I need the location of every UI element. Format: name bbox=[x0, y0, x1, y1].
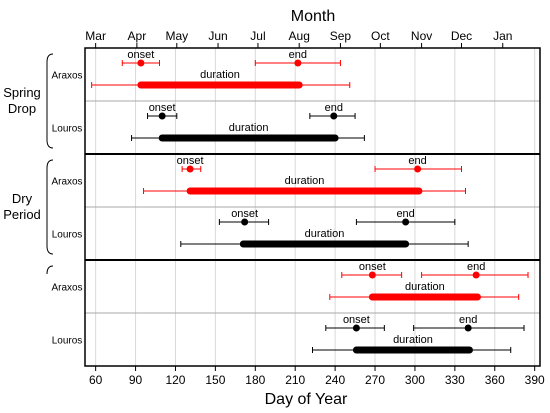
marks-layer: onset end duration onset end duration onset end… bbox=[91, 49, 529, 354]
site-label-autumn-revival-araxos: Araxos bbox=[51, 283, 82, 294]
onset-point-autumn-revival-louros bbox=[352, 324, 360, 332]
grid-layer bbox=[85, 48, 540, 366]
end-label-autumn-revival-araxos: end bbox=[467, 261, 485, 273]
onset-label-autumn-revival-araxos: onset bbox=[359, 261, 386, 273]
duration-label-spring-drop-louros: duration bbox=[229, 122, 269, 134]
end-point-autumn-revival-louros bbox=[464, 324, 472, 332]
ticks-layer: 60 90 120 150 180 210 240 270 300 330 360 390 Mar Apr… bbox=[85, 29, 545, 387]
duration-label-autumn-revival-louros: duration bbox=[393, 334, 433, 346]
end-label-dry-period-louros: end bbox=[396, 208, 414, 220]
site-label-spring-drop-louros: Louros bbox=[52, 124, 83, 135]
month-label-mar: Mar bbox=[85, 29, 106, 43]
site-label-spring-drop-araxos: Araxos bbox=[51, 71, 82, 82]
phase-label-autumn-revival-line-2: Revival bbox=[1, 0, 44, 3]
end-label-spring-drop-louros: end bbox=[325, 102, 343, 114]
onset-point-spring-drop-araxos bbox=[137, 59, 145, 67]
x-tick-label-240: 240 bbox=[325, 373, 345, 387]
onset-label-spring-drop-louros: onset bbox=[149, 102, 176, 114]
bottom-axis-title: Day of Year bbox=[265, 391, 348, 408]
x-tick-label-390: 390 bbox=[525, 373, 545, 387]
month-label-jun: Jun bbox=[208, 29, 227, 43]
x-tick-label-210: 210 bbox=[285, 373, 305, 387]
x-tick-label-120: 120 bbox=[165, 373, 185, 387]
site-label-autumn-revival-louros: Louros bbox=[52, 336, 83, 347]
x-tick-label-300: 300 bbox=[405, 373, 425, 387]
end-label-dry-period-araxos: end bbox=[408, 155, 426, 167]
onset-label-spring-drop-araxos: onset bbox=[127, 49, 154, 61]
month-label-oct: Oct bbox=[371, 29, 390, 43]
end-point-spring-drop-araxos bbox=[294, 59, 302, 67]
end-point-autumn-revival-araxos bbox=[472, 271, 480, 279]
onset-point-dry-period-araxos bbox=[186, 165, 194, 173]
duration-label-autumn-revival-araxos: duration bbox=[405, 281, 445, 293]
phase-bracket-dry-period bbox=[46, 159, 54, 255]
duration-label-dry-period-araxos: duration bbox=[285, 175, 325, 187]
month-label-sep: Sep bbox=[330, 29, 352, 43]
end-point-dry-period-louros bbox=[402, 218, 410, 226]
phase-bracket-autumn-revival bbox=[46, 265, 54, 275]
x-tick-label-330: 330 bbox=[445, 373, 465, 387]
x-tick-label-90: 90 bbox=[129, 373, 143, 387]
end-point-dry-period-araxos bbox=[414, 165, 422, 173]
duration-label-dry-period-louros: duration bbox=[305, 228, 345, 240]
x-tick-label-180: 180 bbox=[245, 373, 265, 387]
site-label-dry-period-louros: Louros bbox=[52, 230, 83, 241]
month-label-jul: Jul bbox=[250, 29, 265, 43]
phase-label-autumn-revival-line-1: Autumn bbox=[0, 0, 44, 3]
month-label-aug: Aug bbox=[289, 29, 310, 43]
end-point-spring-drop-louros bbox=[330, 112, 338, 120]
month-label-may: May bbox=[165, 29, 188, 43]
end-label-autumn-revival-louros: end bbox=[459, 314, 477, 326]
onset-label-autumn-revival-louros: onset bbox=[343, 314, 370, 326]
end-label-spring-drop-araxos: end bbox=[289, 49, 307, 61]
site-label-dry-period-araxos: Araxos bbox=[51, 177, 82, 188]
onset-label-dry-period-araxos: onset bbox=[177, 155, 204, 167]
month-label-jan: Jan bbox=[493, 29, 512, 43]
onset-point-dry-period-louros bbox=[241, 218, 249, 226]
phase-label-dry-period-line-1: Dry bbox=[12, 191, 33, 206]
x-tick-label-60: 60 bbox=[89, 373, 103, 387]
month-label-apr: Apr bbox=[128, 29, 147, 43]
onset-point-spring-drop-louros bbox=[158, 112, 166, 120]
phase-label-spring-drop-line-1: Spring bbox=[3, 85, 41, 100]
top-axis-title: Month bbox=[291, 8, 335, 25]
phase-bracket-spring-drop bbox=[46, 53, 54, 149]
phase-label-spring-drop-line-2: Drop bbox=[8, 101, 36, 116]
onset-label-dry-period-louros: onset bbox=[231, 208, 258, 220]
month-label-dec: Dec bbox=[451, 29, 472, 43]
x-tick-label-150: 150 bbox=[205, 373, 225, 387]
x-tick-label-360: 360 bbox=[485, 373, 505, 387]
onset-point-autumn-revival-araxos bbox=[368, 271, 376, 279]
phase-label-dry-period-line-2: Period bbox=[3, 207, 41, 222]
month-label-nov: Nov bbox=[411, 29, 432, 43]
duration-label-spring-drop-araxos: duration bbox=[200, 69, 240, 81]
x-tick-label-270: 270 bbox=[365, 373, 385, 387]
plot-frame bbox=[84, 47, 541, 367]
